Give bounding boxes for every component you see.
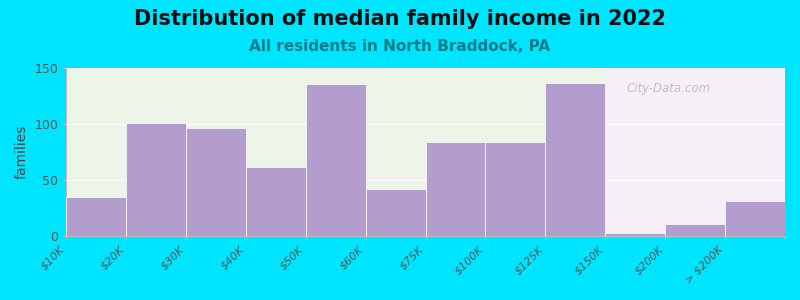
Bar <box>725 201 785 236</box>
Bar <box>606 68 800 236</box>
Y-axis label: families: families <box>15 125 29 179</box>
Bar <box>306 84 366 236</box>
Bar <box>486 142 546 236</box>
Bar <box>426 142 486 236</box>
Text: All residents in North Braddock, PA: All residents in North Braddock, PA <box>250 39 550 54</box>
Bar <box>606 232 665 236</box>
Bar <box>665 224 725 236</box>
Bar <box>366 189 426 236</box>
Text: Distribution of median family income in 2022: Distribution of median family income in … <box>134 9 666 29</box>
Bar <box>66 197 126 236</box>
Bar <box>186 128 246 236</box>
Bar <box>546 82 606 236</box>
Text: City-Data.com: City-Data.com <box>627 82 711 94</box>
Bar <box>66 68 635 236</box>
Bar <box>246 167 306 236</box>
Bar <box>126 123 186 236</box>
